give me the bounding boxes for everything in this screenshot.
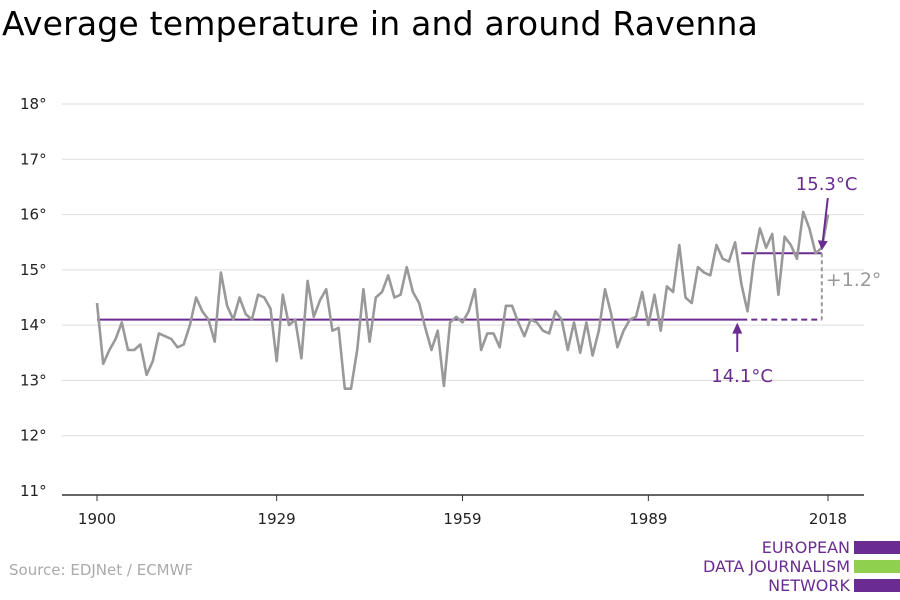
- y-tick-label: 14°: [20, 316, 47, 334]
- x-tick-label: 1929: [258, 510, 296, 528]
- recent-average-label: 15.3°C: [796, 174, 858, 195]
- x-tick-label: 1900: [78, 510, 116, 528]
- logo-bar-2: [854, 560, 900, 573]
- y-tick-label: 13°: [20, 371, 47, 389]
- logo-bar-1: [854, 541, 900, 554]
- y-tick-label: 18°: [20, 95, 47, 113]
- temperature-series: [95, 210, 830, 391]
- x-tick-label: 2018: [809, 510, 847, 528]
- logo-line-1: EUROPEAN: [761, 538, 850, 557]
- logo-line-2: DATA JOURNALISM: [703, 557, 850, 576]
- y-tick-label: 17°: [20, 150, 47, 168]
- edjnet-logo: EUROPEAN DATA JOURNALISM NETWORK: [700, 538, 900, 596]
- recent-arrow-head: [817, 240, 828, 251]
- x-tick-label: 1959: [443, 510, 481, 528]
- annotations: 14.1°C 15.3°C +1.2°: [711, 174, 881, 387]
- x-tick-label: 1989: [629, 510, 667, 528]
- difference-label: +1.2°: [826, 269, 882, 291]
- baseline-arrow-head: [732, 322, 743, 334]
- logo-bar-3: [854, 579, 900, 592]
- chart-title: Average temperature in and around Ravenn…: [2, 4, 759, 43]
- x-axis: 1900 1929 1959 1989 2018: [62, 494, 864, 528]
- y-tick-label: 15°: [20, 261, 47, 279]
- y-tick-label: 12°: [20, 427, 47, 445]
- recent-arrow-shaft: [821, 197, 829, 242]
- y-axis-tick-labels: 11° 12° 13° 14° 15° 16° 17° 18°: [20, 95, 47, 500]
- y-tick-label: 11°: [20, 482, 47, 500]
- grid-lines: [62, 103, 864, 437]
- logo-line-3: NETWORK: [768, 576, 850, 595]
- source-note: Source: EDJNet / ECMWF: [9, 561, 194, 579]
- y-tick-label: 16°: [20, 206, 47, 224]
- temperature-line: [95, 210, 830, 391]
- baseline-average-label: 14.1°C: [711, 366, 773, 387]
